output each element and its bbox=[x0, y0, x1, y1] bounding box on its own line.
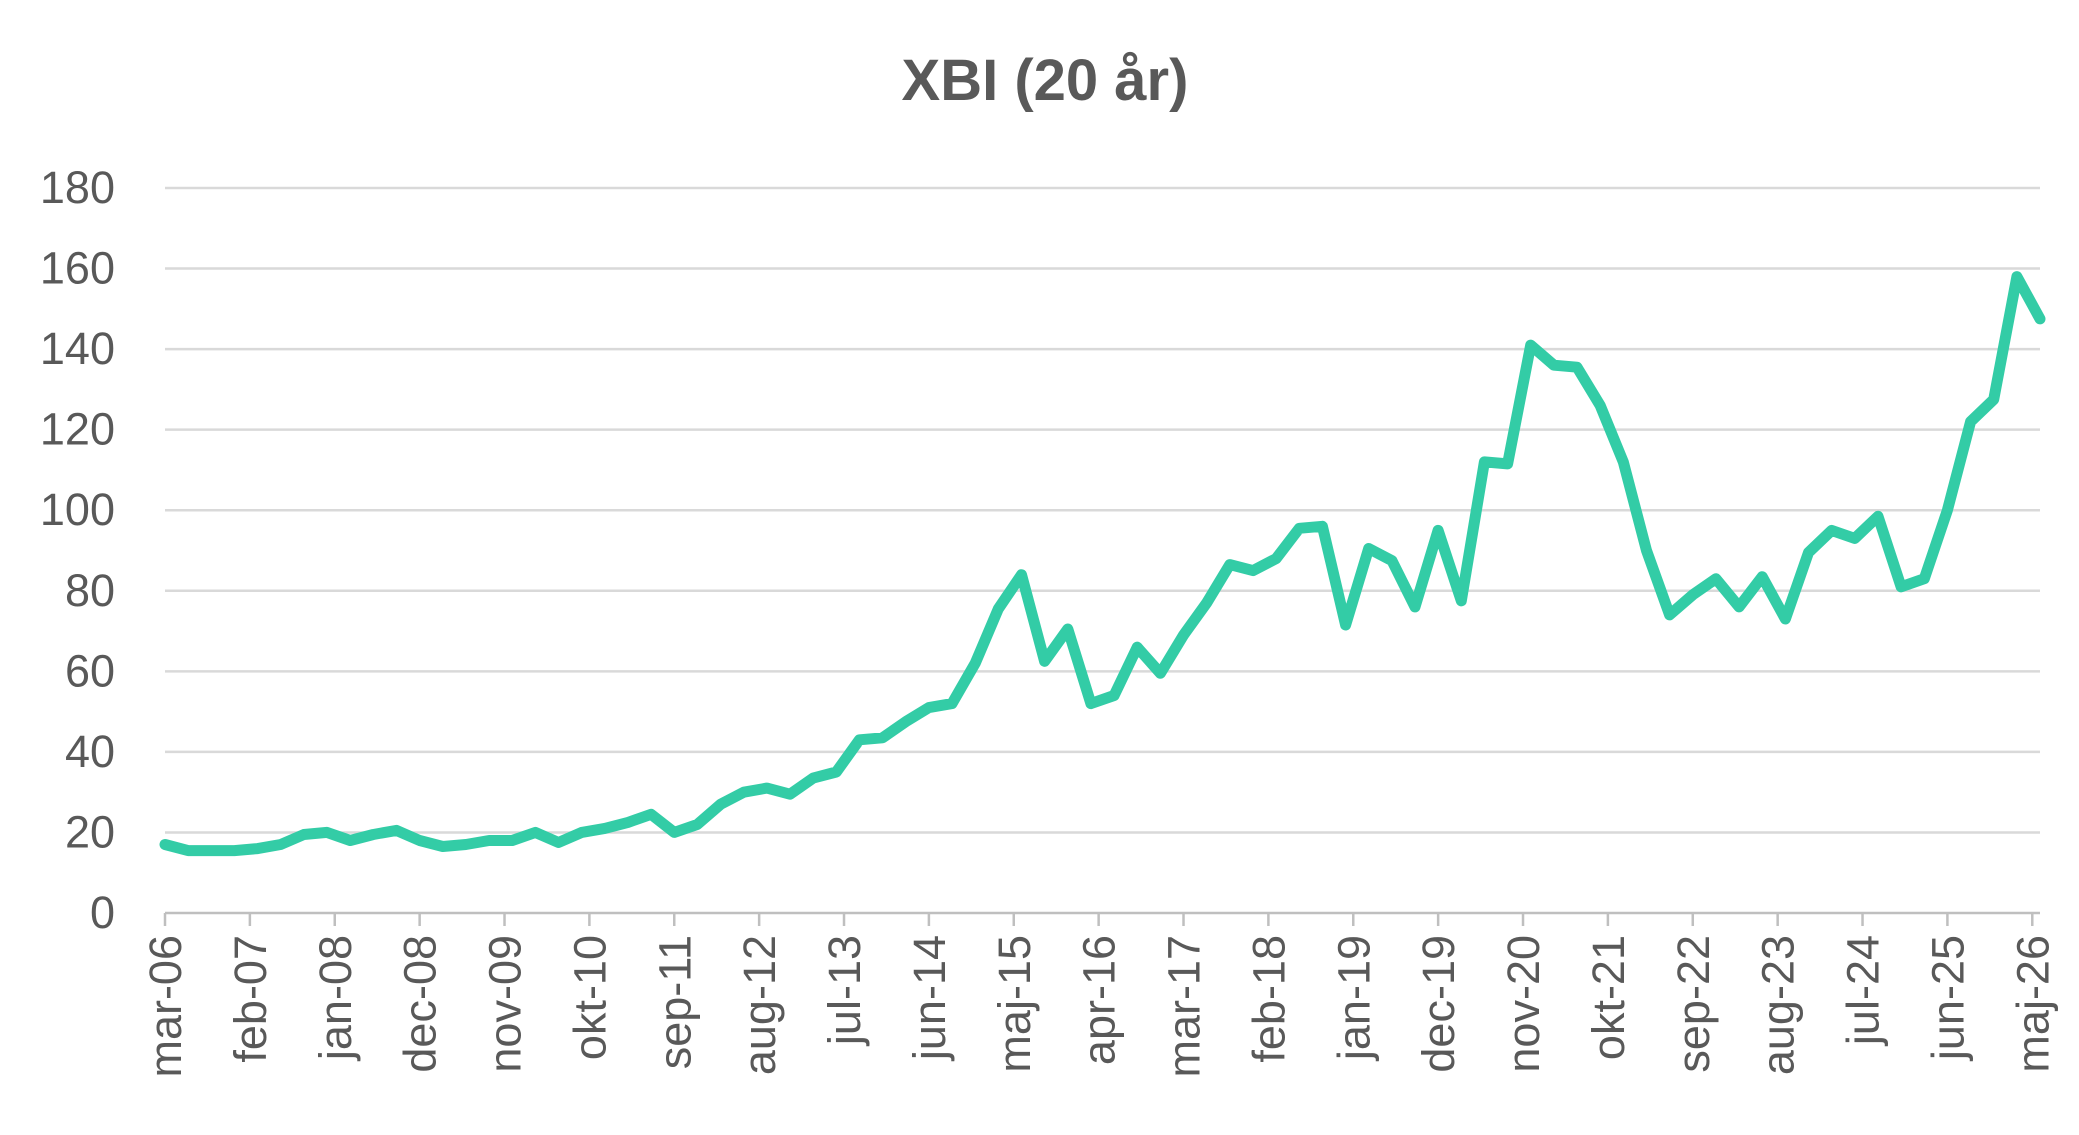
x-tick-label: sep-22 bbox=[1668, 935, 1719, 1073]
x-tick-label: nov-20 bbox=[1498, 935, 1549, 1073]
x-tick-label: jan-19 bbox=[1328, 935, 1379, 1062]
x-tick-label: jul-24 bbox=[1838, 935, 1889, 1047]
y-tick-label: 160 bbox=[40, 243, 115, 294]
y-tick-label: 0 bbox=[90, 887, 115, 938]
y-tick-label: 20 bbox=[65, 806, 115, 857]
xbi-series-line bbox=[159, 271, 2046, 857]
x-tick-label: dec-08 bbox=[395, 935, 446, 1073]
y-tick-label: 80 bbox=[65, 565, 115, 616]
x-tick-label: feb-07 bbox=[225, 935, 276, 1063]
y-tick-label: 180 bbox=[40, 162, 115, 213]
x-tick-label: mar-06 bbox=[140, 935, 191, 1078]
gridlines bbox=[165, 186, 2040, 834]
y-axis-ticks: 0 20 40 60 80 100 120 140 160 180 bbox=[40, 162, 115, 938]
x-tick-label: dec-19 bbox=[1413, 935, 1464, 1073]
y-tick-label: 100 bbox=[40, 484, 115, 535]
x-tick-label: aug-23 bbox=[1753, 935, 1804, 1075]
x-tick-label: jun-25 bbox=[1922, 935, 1973, 1062]
x-tick-label: maj-15 bbox=[989, 935, 1040, 1073]
x-tick-label: okt-21 bbox=[1583, 935, 1634, 1060]
x-tick-label: nov-09 bbox=[480, 935, 531, 1073]
x-tick-label: maj-26 bbox=[2007, 935, 2058, 1073]
y-tick-label: 120 bbox=[40, 404, 115, 455]
y-tick-label: 140 bbox=[40, 323, 115, 374]
x-tick-label: mar-17 bbox=[1159, 935, 1210, 1078]
x-tick-label: okt-10 bbox=[564, 935, 615, 1060]
x-tick-label: feb-18 bbox=[1243, 935, 1294, 1063]
x-tick-label: sep-11 bbox=[649, 935, 700, 1069]
x-axis-ticks: mar-06 feb-07 jan-08 dec-08 nov-09 okt-10 sep-… bbox=[140, 913, 2058, 1078]
x-tick-label: jun-14 bbox=[904, 935, 955, 1062]
chart-title: XBI (20 år) bbox=[902, 48, 1189, 113]
y-tick-label: 60 bbox=[65, 645, 115, 696]
x-tick-label: apr-16 bbox=[1074, 935, 1125, 1065]
x-tick-label: jul-13 bbox=[819, 935, 870, 1047]
x-tick-label: aug-12 bbox=[734, 935, 785, 1075]
x-tick-label: jan-08 bbox=[310, 935, 361, 1062]
y-tick-label: 40 bbox=[65, 726, 115, 777]
